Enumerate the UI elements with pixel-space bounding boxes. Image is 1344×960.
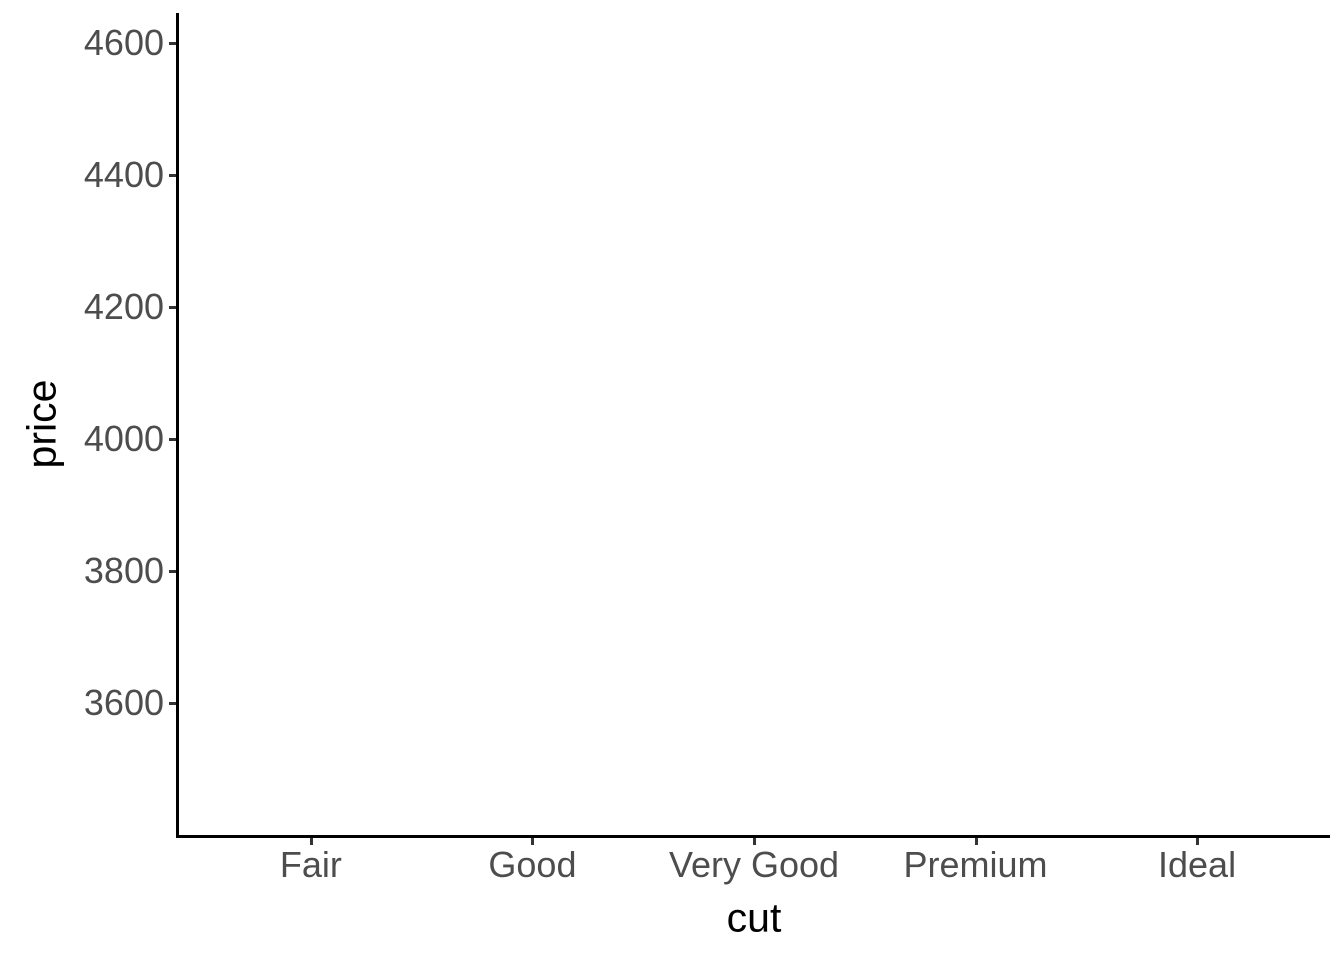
x-tick-label: Fair [279, 844, 342, 885]
y-tick-label: 4200 [83, 285, 164, 327]
y-tick-label: 4400 [83, 153, 164, 195]
y-tick-label: 3600 [83, 681, 164, 723]
plot-panel [178, 13, 1330, 835]
y-tick-mark [169, 437, 176, 441]
y-tick-mark [169, 173, 176, 177]
x-axis-line [176, 835, 1330, 838]
y-tick-mark [169, 569, 176, 573]
x-tick-label: Premium [903, 844, 1048, 885]
x-tick-label: Ideal [1158, 844, 1237, 885]
x-tick-mark [974, 838, 978, 845]
x-tick-label: Good [488, 844, 577, 885]
y-tick-label: 3800 [83, 549, 164, 591]
x-tick-mark [1196, 838, 1200, 845]
y-tick-label: 4600 [83, 21, 164, 63]
x-tick-label: Very Good [668, 844, 840, 885]
x-tick-mark [309, 838, 313, 845]
y-axis-line [176, 13, 179, 838]
x-tick-mark [753, 838, 756, 845]
y-tick-mark [169, 305, 176, 309]
y-tick-mark [169, 701, 176, 705]
y-axis-title: price [18, 379, 65, 469]
y-tick-mark [169, 41, 176, 45]
y-tick-label: 4000 [83, 417, 164, 459]
x-axis-title: cut [726, 894, 782, 941]
x-tick-mark [531, 838, 535, 845]
